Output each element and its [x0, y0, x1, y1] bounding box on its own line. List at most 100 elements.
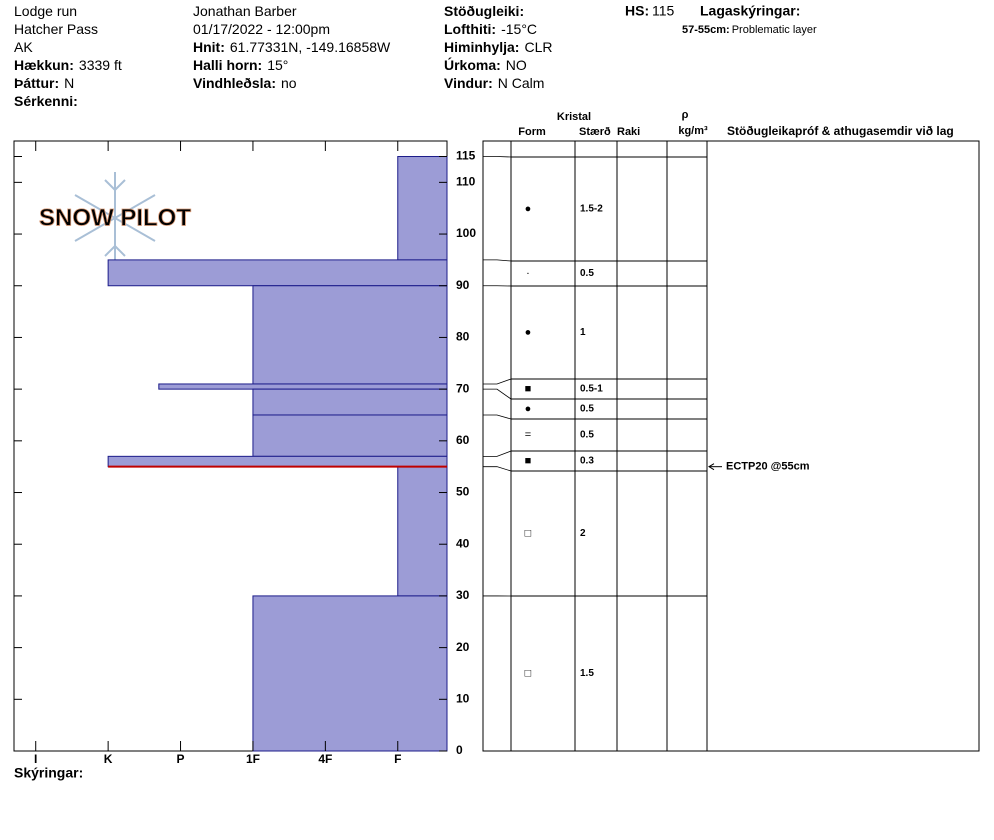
test-arrow-head [708, 463, 715, 471]
grain-form: = [525, 429, 531, 441]
header-field: Lofthiti: -15°C [444, 21, 537, 37]
y-tick-label: 70 [456, 381, 470, 395]
grain-size: 1 [580, 327, 586, 338]
notes-title: Lagaskýringar: [700, 3, 800, 19]
grain-form: ● [525, 326, 532, 338]
depth-connector [483, 378, 512, 385]
hardness-bar [252, 414, 448, 457]
logo-text: SNOW PILOT [39, 204, 191, 231]
header-comments: Stöðugleikapróf & athugasemdir við lag [727, 124, 954, 138]
field-label: Hækkun: [14, 57, 74, 73]
depth-connector [483, 388, 512, 400]
header-field: Vindhleðsla: no [193, 75, 297, 91]
grain-size: 1.5 [580, 668, 594, 679]
grain-size: 1.5-2 [580, 204, 603, 215]
header-field: Úrkoma: NO [444, 56, 527, 73]
y-tick-label: 50 [456, 485, 470, 499]
depth-connector [483, 259, 512, 262]
hs-value: 115 [652, 3, 675, 19]
hardness-bar [397, 466, 448, 597]
grain-size: 0.3 [580, 456, 594, 467]
header-field: Halli horn: 15° [193, 57, 288, 73]
hardness-bar [252, 595, 448, 752]
header-field: Hækkun: 3339 ft [14, 57, 122, 73]
field-value: 3339 ft [79, 57, 122, 73]
logo [74, 172, 156, 264]
test-text: ECTP20 @55cm [726, 461, 810, 473]
field-label: Lofthiti: [444, 21, 496, 37]
field-value: AK [14, 39, 33, 55]
header-rho: ρ [682, 109, 689, 121]
grain-size: 0.5 [580, 404, 594, 415]
field-value: Jonathan Barber [193, 3, 297, 19]
x-tick-label: P [177, 752, 185, 766]
x-tick-label: K [104, 752, 113, 766]
header-field: Sérkenni: [14, 93, 78, 109]
x-tick-label: 4F [318, 752, 332, 766]
header-field: Jonathan Barber [193, 3, 297, 19]
grain-form: ■ [525, 455, 532, 467]
grain-size: 2 [580, 528, 586, 539]
header-density: kg/m³ [678, 125, 708, 137]
y-tick-label: 90 [456, 278, 470, 292]
header-size: Stærð [579, 126, 611, 138]
header-crystal: Kristal [557, 111, 591, 123]
hardness-bar [158, 383, 448, 390]
grain-size: 0.5-1 [580, 384, 603, 395]
depth-connector [483, 414, 512, 420]
y-tick-label: 60 [456, 433, 470, 447]
field-label: Úrkoma: [444, 56, 501, 73]
y-tick-label: 80 [456, 330, 470, 344]
hardness-bar [107, 259, 448, 287]
header-field: Þáttur: N [14, 75, 74, 91]
field-label: Hnit: [193, 39, 225, 55]
header-moisture: Raki [617, 126, 640, 138]
header-field: Vindur: N Calm [444, 75, 544, 91]
y-tick-label: 100 [456, 226, 476, 240]
field-value: Hatcher Pass [14, 21, 98, 37]
grain-size: 0.5 [580, 430, 594, 441]
y-tick-label: 20 [456, 640, 470, 654]
field-value: N [64, 75, 74, 91]
table-columns [510, 141, 708, 751]
grain-form: □ [525, 527, 532, 539]
header-field: Stöðugleiki: [444, 3, 524, 19]
depth-connector [483, 450, 512, 457]
field-label: Stöðugleiki: [444, 3, 524, 19]
grain-form: ● [525, 203, 532, 215]
field-label: Sérkenni: [14, 93, 78, 109]
hardness-bar [397, 156, 448, 261]
field-value: N Calm [498, 75, 545, 91]
field-value: 61.77331N, -149.16858W [230, 39, 391, 55]
x-tick-label: 1F [246, 752, 260, 766]
field-value: no [281, 75, 297, 91]
grain-form: □ [525, 667, 532, 679]
y-tick-label: 10 [456, 691, 470, 705]
grain-form: ● [525, 403, 532, 415]
header-field: Hatcher Pass [14, 21, 98, 37]
hardness-bar [252, 285, 448, 385]
field-label: Halli horn: [193, 57, 262, 73]
y-tick-label: 110 [456, 175, 476, 189]
hardness-bar [252, 388, 448, 416]
layer-note: 57-55cm: Problematic layer [682, 24, 817, 36]
x-tick-label: I [34, 752, 37, 766]
grain-form: ■ [525, 383, 532, 395]
grain-size: 0.5 [580, 268, 594, 279]
header-field: Lodge run [14, 3, 77, 19]
hs-label: HS: [625, 3, 649, 19]
field-value: CLR [524, 39, 552, 55]
header-form: Form [518, 126, 546, 138]
field-label: Vindur: [444, 75, 493, 91]
field-label: Himinhylja: [444, 39, 519, 55]
header-field: Himinhylja: CLR [444, 39, 552, 55]
grain-form: · [526, 267, 530, 279]
header-field: Hnit: 61.77331N, -149.16858W [193, 39, 391, 55]
y-tick-label: 40 [456, 536, 470, 550]
field-value: NO [506, 57, 527, 73]
y-tick-label: 0 [456, 743, 463, 757]
field-value: 01/17/2022 - 12:00pm [193, 21, 330, 37]
table-frame [482, 140, 980, 752]
hardness-bar [107, 455, 448, 468]
